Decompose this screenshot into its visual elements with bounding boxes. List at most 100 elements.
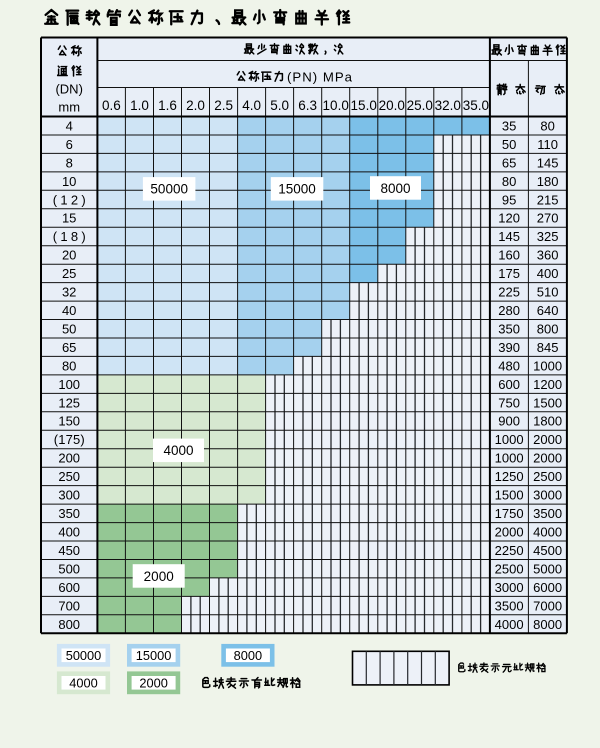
svg-text:6.3: 6.3 (298, 98, 317, 113)
svg-text:350: 350 (58, 506, 80, 521)
svg-text:50000: 50000 (150, 182, 188, 197)
svg-text:120: 120 (498, 211, 520, 226)
svg-text:250: 250 (58, 469, 80, 484)
svg-text:1200: 1200 (533, 377, 562, 392)
svg-text:2000: 2000 (495, 525, 524, 540)
svg-text:4.0: 4.0 (242, 98, 261, 113)
svg-text:(175): (175) (54, 432, 85, 447)
svg-text:145: 145 (537, 155, 559, 170)
svg-text:100: 100 (58, 377, 80, 392)
svg-text:1750: 1750 (495, 506, 524, 521)
svg-text:1.6: 1.6 (158, 98, 177, 113)
svg-text:2500: 2500 (533, 469, 562, 484)
svg-text:80: 80 (540, 118, 554, 133)
svg-text:800: 800 (58, 617, 80, 632)
svg-text:32.0: 32.0 (435, 98, 461, 113)
svg-text:50: 50 (62, 322, 76, 337)
svg-text:2000: 2000 (533, 451, 562, 466)
svg-text:3000: 3000 (495, 580, 524, 595)
svg-text:225: 225 (498, 285, 520, 300)
svg-text:6000: 6000 (533, 580, 562, 595)
svg-text:80: 80 (502, 174, 516, 189)
svg-text:35: 35 (502, 118, 516, 133)
svg-text:150: 150 (58, 414, 80, 429)
svg-text:270: 270 (537, 211, 559, 226)
svg-text:600: 600 (58, 580, 80, 595)
svg-text:390: 390 (498, 340, 520, 355)
svg-text:3000: 3000 (533, 488, 562, 503)
svg-text:2500: 2500 (495, 561, 524, 576)
svg-text:65: 65 (62, 340, 76, 355)
svg-text:7000: 7000 (533, 598, 562, 613)
svg-text:15000: 15000 (136, 648, 172, 663)
svg-text:20.0: 20.0 (379, 98, 405, 113)
svg-text:3500: 3500 (533, 506, 562, 521)
svg-text:400: 400 (537, 266, 559, 281)
svg-text:(PN) MPa: (PN) MPa (287, 70, 353, 85)
svg-text:2250: 2250 (495, 543, 524, 558)
svg-text:4: 4 (66, 118, 73, 133)
svg-text:40: 40 (62, 303, 76, 318)
svg-text:10.0: 10.0 (323, 98, 349, 113)
svg-text:600: 600 (498, 377, 520, 392)
svg-text:10: 10 (62, 174, 76, 189)
svg-text:700: 700 (58, 598, 80, 613)
svg-text:500: 500 (58, 561, 80, 576)
svg-text:640: 640 (537, 303, 559, 318)
svg-text:95: 95 (502, 192, 516, 207)
svg-text:1500: 1500 (495, 488, 524, 503)
svg-text:0.6: 0.6 (102, 98, 121, 113)
svg-text:2000: 2000 (144, 569, 174, 584)
svg-text:80: 80 (62, 358, 76, 373)
svg-text:6: 6 (66, 137, 73, 152)
svg-text:5000: 5000 (533, 561, 562, 576)
svg-text:8000: 8000 (234, 648, 262, 663)
svg-text:2000: 2000 (139, 675, 167, 690)
svg-text:750: 750 (498, 395, 520, 410)
svg-text:125: 125 (58, 395, 80, 410)
svg-text:8: 8 (66, 155, 73, 170)
svg-text:900: 900 (498, 414, 520, 429)
svg-text:175: 175 (498, 266, 520, 281)
svg-text:4000: 4000 (69, 675, 97, 690)
svg-text:360: 360 (537, 248, 559, 263)
svg-text:2000: 2000 (533, 432, 562, 447)
svg-text:1500: 1500 (533, 395, 562, 410)
svg-text:180: 180 (537, 174, 559, 189)
svg-text:1800: 1800 (533, 414, 562, 429)
svg-text:4000: 4000 (163, 443, 193, 458)
svg-text:325: 325 (537, 229, 559, 244)
svg-text:845: 845 (537, 340, 559, 355)
svg-text:20: 20 (62, 248, 76, 263)
svg-text:800: 800 (537, 322, 559, 337)
svg-text:2.0: 2.0 (186, 98, 205, 113)
svg-text:480: 480 (498, 358, 520, 373)
svg-text:15.0: 15.0 (351, 98, 377, 113)
svg-text:4500: 4500 (533, 543, 562, 558)
svg-text:15: 15 (62, 211, 76, 226)
svg-text:1.0: 1.0 (130, 98, 149, 113)
svg-text:510: 510 (537, 285, 559, 300)
svg-text:mm: mm (58, 100, 80, 115)
svg-text:3500: 3500 (495, 598, 524, 613)
svg-text:65: 65 (502, 155, 516, 170)
svg-text:1000: 1000 (533, 358, 562, 373)
svg-text:25: 25 (62, 266, 76, 281)
svg-text:110: 110 (537, 137, 558, 152)
svg-text:4000: 4000 (495, 617, 524, 632)
svg-text:215: 215 (537, 192, 559, 207)
svg-text:50000: 50000 (66, 648, 102, 663)
svg-text:300: 300 (58, 488, 80, 503)
svg-text:350: 350 (498, 322, 520, 337)
svg-text:35.0: 35.0 (463, 98, 489, 113)
svg-text:4000: 4000 (533, 525, 562, 540)
svg-text:25.0: 25.0 (407, 98, 433, 113)
svg-text:2.5: 2.5 (214, 98, 233, 113)
svg-text:32: 32 (62, 285, 76, 300)
svg-text:200: 200 (58, 451, 80, 466)
svg-text:280: 280 (498, 303, 520, 318)
svg-text:450: 450 (58, 543, 80, 558)
svg-text:5.0: 5.0 (270, 98, 289, 113)
svg-text:1250: 1250 (495, 469, 524, 484)
svg-text:1000: 1000 (495, 432, 524, 447)
